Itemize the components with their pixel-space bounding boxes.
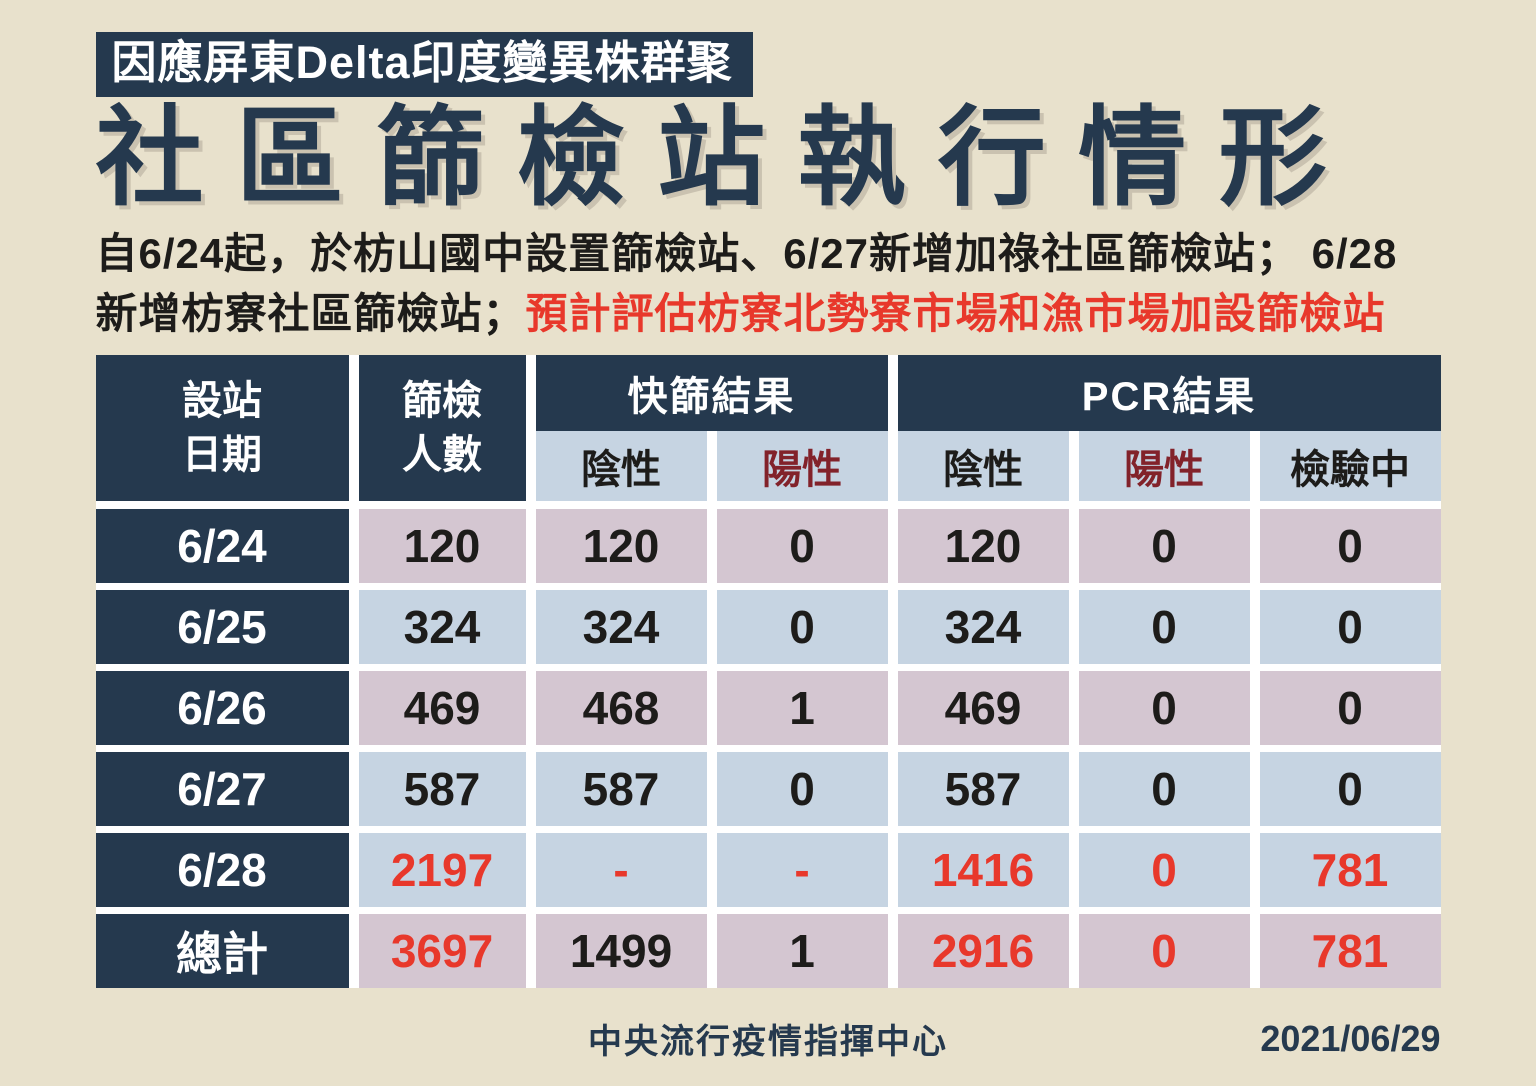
cell-6/25-col2: 324 xyxy=(535,590,707,665)
cell-6/26-col2: 468 xyxy=(535,671,707,746)
cell-6/28-col4: 1416 xyxy=(897,833,1069,908)
row-label-6/25: 6/25 xyxy=(95,590,349,665)
cell-6/28-col3: - xyxy=(716,833,888,908)
cell-6/27-col6: 0 xyxy=(1259,752,1441,827)
screening-table: 設站 日期 篩檢 人數 快篩結果 PCR結果 陰性 陽性 陰性 陽性 檢驗中 6/24 1… xyxy=(95,355,1441,989)
row-label-6/26: 6/26 xyxy=(95,671,349,746)
cell-6/25-col6: 0 xyxy=(1259,590,1441,665)
cell-6/27-col2: 587 xyxy=(535,752,707,827)
cell-6/24-col6: 0 xyxy=(1259,509,1441,584)
infographic-page: 因應屏東Delta印度變異株群聚 社區篩檢站執行情形 自6/24起，於枋山國中設… xyxy=(95,0,1441,1063)
cell-總計-col2: 1499 xyxy=(535,914,707,989)
cell-6/28-col1: 2197 xyxy=(358,833,526,908)
col-subheader-4: 陽性 xyxy=(1078,431,1250,502)
cell-6/26-col4: 469 xyxy=(897,671,1069,746)
col-header-screened-count-line2: 人數 xyxy=(402,433,482,478)
footer-date: 2021/06/29 xyxy=(1260,1017,1441,1059)
cell-總計-col5: 0 xyxy=(1078,914,1250,989)
cell-6/26-col1: 469 xyxy=(358,671,526,746)
subtitle-line1: 自6/24起，於枋山國中設置篩檢站、6/27新增加祿社區篩檢站； 6/28 xyxy=(95,229,1398,277)
cell-6/28-col2: - xyxy=(535,833,707,908)
cell-6/27-col4: 587 xyxy=(897,752,1069,827)
cell-6/25-col3: 0 xyxy=(716,590,888,665)
col-subheader-5: 檢驗中 xyxy=(1259,431,1441,502)
cell-6/26-col5: 0 xyxy=(1078,671,1250,746)
cell-6/24-col1: 120 xyxy=(358,509,526,584)
cell-6/24-col4: 120 xyxy=(897,509,1069,584)
col-header-station-date: 設站 日期 xyxy=(95,355,349,502)
row-label-6/28: 6/28 xyxy=(95,833,349,908)
table-body: 6/24 120 120 0 120 0 0 6/25 324 324 0 324 0 0 6/26 469 4… xyxy=(95,509,1441,989)
col-header-station-date-line2: 日期 xyxy=(182,433,262,478)
cell-6/26-col6: 0 xyxy=(1259,671,1441,746)
row-label-6/24: 6/24 xyxy=(95,509,349,584)
top-banner-text: 因應屏東Delta印度變異株群聚 xyxy=(111,37,733,88)
col-subheader-3: 陰性 xyxy=(897,431,1069,502)
cell-6/27-col1: 587 xyxy=(358,752,526,827)
cell-6/28-col5: 0 xyxy=(1078,833,1250,908)
table-header: 設站 日期 篩檢 人數 快篩結果 PCR結果 陰性 陽性 陰性 陽性 檢驗中 xyxy=(95,355,1441,502)
cell-6/27-col3: 0 xyxy=(716,752,888,827)
cell-6/24-col2: 120 xyxy=(535,509,707,584)
row-label-6/27: 6/27 xyxy=(95,752,349,827)
cell-總計-col1: 3697 xyxy=(358,914,526,989)
cell-6/27-col5: 0 xyxy=(1078,752,1250,827)
col-header-station-date-line1: 設站 xyxy=(182,379,262,424)
subtitle: 自6/24起，於枋山國中設置篩檢站、6/27新增加祿社區篩檢站； 6/28 新增… xyxy=(96,224,1441,343)
cell-6/26-col3: 1 xyxy=(716,671,888,746)
cell-6/24-col3: 0 xyxy=(716,509,888,584)
cell-6/28-col6: 781 xyxy=(1259,833,1441,908)
footer-organization: 中央流行疫情指揮中心 xyxy=(588,1023,948,1062)
cell-總計-col6: 781 xyxy=(1259,914,1441,989)
cell-6/24-col5: 0 xyxy=(1078,509,1250,584)
group-header-pcr: PCR結果 xyxy=(897,355,1441,432)
cell-總計-col3: 1 xyxy=(716,914,888,989)
col-subheader-2: 陽性 xyxy=(716,431,888,502)
row-label-總計: 總計 xyxy=(95,914,349,989)
page-title: 社區篩檢站執行情形 xyxy=(95,97,1360,219)
col-header-screened-count: 篩檢 人數 xyxy=(358,355,526,502)
group-header-rapid-test: 快篩結果 xyxy=(535,355,888,432)
subtitle-line2-highlight: 預計評估枋寮北勢寮市場和漁市場加設篩檢站 xyxy=(525,289,1386,337)
cell-6/25-col5: 0 xyxy=(1078,590,1250,665)
cell-6/25-col4: 324 xyxy=(897,590,1069,665)
cell-總計-col4: 2916 xyxy=(897,914,1069,989)
top-banner: 因應屏東Delta印度變異株群聚 xyxy=(95,32,753,98)
subtitle-line2-dark: 新增枋寮社區篩檢站； xyxy=(95,289,526,337)
col-subheader-1: 陰性 xyxy=(535,431,707,502)
cell-6/25-col1: 324 xyxy=(358,590,526,665)
footer: 中央流行疫情指揮中心 2021/06/29 xyxy=(96,1014,1441,1063)
col-header-screened-count-line1: 篩檢 xyxy=(402,379,482,424)
